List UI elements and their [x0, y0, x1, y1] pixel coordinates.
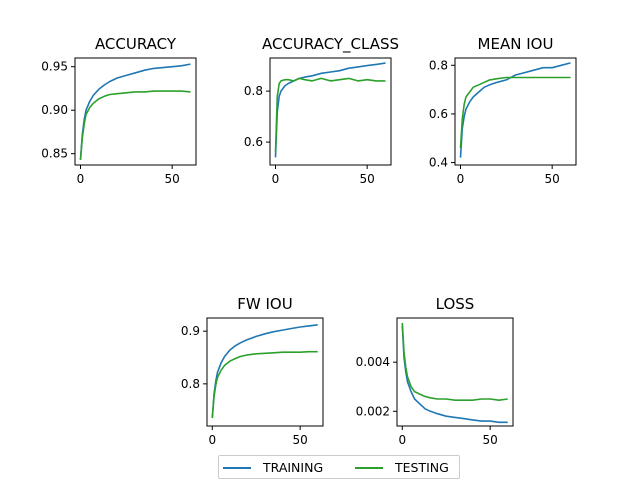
- subplot-title: MEAN IOU: [478, 35, 554, 53]
- subplot-1: ACCURACY 0 50 0.85 0.90 0.95: [41, 35, 197, 186]
- subplot-title: ACCURACY_CLASS: [262, 35, 399, 54]
- y-tick-label: 0.8: [181, 377, 200, 391]
- series-line-testing: [274, 77, 386, 153]
- x-tick-label: 0: [77, 172, 85, 186]
- subplot-title: FW IOU: [237, 295, 292, 313]
- series-line-testing: [459, 76, 571, 149]
- series-line-testing: [401, 322, 508, 402]
- axes-frame: [396, 317, 514, 427]
- series-line-training: [79, 63, 191, 160]
- y-tick-label: 0.90: [41, 103, 68, 117]
- y-tick-label: 0.9: [181, 324, 200, 338]
- x-tick-label: 0: [457, 172, 465, 186]
- series-line-testing: [211, 350, 318, 419]
- y-tick-label: 0.6: [244, 135, 263, 149]
- series-line-training: [211, 324, 318, 419]
- x-tick-label: 50: [545, 172, 560, 186]
- x-tick-label: 50: [360, 172, 375, 186]
- x-tick-label: 0: [208, 433, 216, 447]
- legend-swatch-testing: [355, 467, 383, 469]
- x-tick-label: 0: [272, 172, 280, 186]
- y-tick-label: 0.95: [41, 60, 68, 74]
- axes-frame: [269, 57, 392, 166]
- subplot-title: ACCURACY: [95, 35, 177, 53]
- y-tick-label: 0.6: [429, 107, 448, 121]
- subplot-title: LOSS: [436, 295, 475, 313]
- legend-label-testing: TESTING: [395, 460, 449, 475]
- axes-frame: [454, 57, 577, 166]
- y-tick-label: 0.85: [41, 147, 68, 161]
- subplot-2: ACCURACY_CLASS 0 50 0.6 0.8: [244, 35, 399, 186]
- subplot-3: MEAN IOU 0 50 0.4 0.6 0.8: [429, 35, 577, 186]
- y-tick-label: 0.4: [429, 156, 448, 170]
- axes-frame: [206, 317, 324, 427]
- legend-swatch-training: [223, 467, 251, 469]
- axes-frame: [74, 57, 197, 166]
- series-line-training: [459, 62, 571, 158]
- x-tick-label: 50: [293, 433, 308, 447]
- x-tick-label: 50: [483, 433, 498, 447]
- y-tick-label: 0.002: [356, 404, 390, 418]
- x-tick-label: 0: [398, 433, 406, 447]
- series-line-training: [401, 325, 508, 424]
- series-line-testing: [79, 90, 191, 160]
- subplot-4: FW IOU 0 50 0.8 0.9: [181, 295, 324, 447]
- legend: TRAINING TESTING: [218, 455, 460, 479]
- x-tick-label: 50: [165, 172, 180, 186]
- y-tick-label: 0.004: [356, 355, 390, 369]
- series-line-training: [274, 62, 386, 158]
- y-tick-label: 0.8: [429, 58, 448, 72]
- subplot-5: LOSS 0 50 0.002 0.004: [356, 295, 514, 447]
- y-tick-label: 0.8: [244, 84, 263, 98]
- legend-label-training: TRAINING: [263, 460, 324, 475]
